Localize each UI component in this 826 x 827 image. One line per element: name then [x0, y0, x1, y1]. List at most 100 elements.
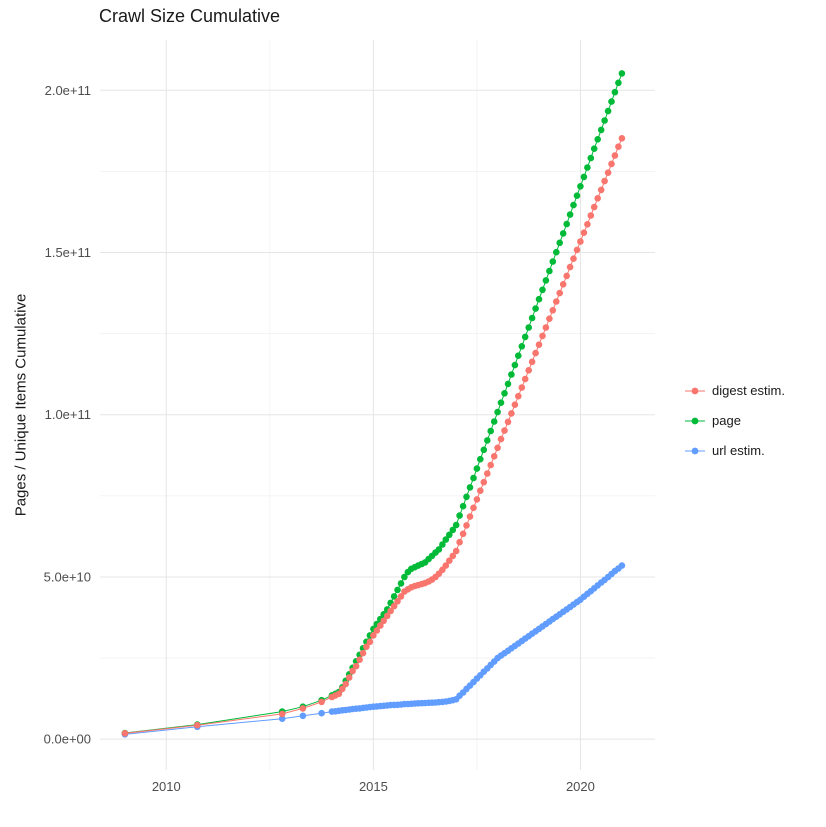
x-tick-label: 2015 — [359, 779, 388, 794]
legend-label: url estim. — [712, 443, 765, 458]
legend: digest estim. page url estim. — [684, 380, 785, 461]
data-point — [278, 710, 286, 718]
data-point — [477, 455, 484, 463]
data-point — [535, 295, 543, 303]
data-point — [604, 169, 612, 176]
minor-gridlines — [100, 40, 655, 770]
data-point — [559, 230, 567, 237]
data-point — [570, 201, 577, 209]
legend-key-dot-line-icon — [684, 442, 706, 460]
data-point — [349, 667, 356, 675]
data-point — [539, 286, 546, 294]
data-point — [339, 685, 346, 693]
y-tick-label: 1.0e+11 — [45, 407, 91, 422]
data-point — [318, 709, 325, 717]
data-point — [525, 324, 532, 331]
data-point — [278, 715, 286, 722]
data-point — [597, 126, 605, 134]
data-point — [504, 418, 512, 426]
data-point — [459, 530, 467, 538]
data-point — [456, 512, 463, 519]
legend-label: page — [712, 413, 741, 428]
data-point — [452, 521, 460, 529]
data-point — [556, 239, 563, 247]
data-point — [594, 195, 601, 202]
chart-title: Crawl Size Cumulative — [99, 6, 281, 26]
data-point — [515, 392, 522, 400]
data-point — [501, 427, 508, 434]
data-point — [121, 730, 129, 737]
data-point — [480, 478, 488, 486]
legend-entry-digest: digest estim. — [684, 380, 785, 401]
data-point — [373, 627, 381, 634]
data-point — [449, 526, 457, 534]
data-point — [477, 487, 484, 495]
data-point — [456, 538, 463, 546]
data-point — [490, 418, 498, 425]
data-point — [473, 465, 481, 472]
data-point — [584, 221, 591, 228]
data-point — [394, 598, 401, 605]
data-point — [494, 444, 501, 452]
data-point — [584, 164, 591, 171]
data-point — [470, 474, 477, 482]
data-point — [535, 341, 543, 349]
data-point — [549, 258, 557, 265]
data-point — [299, 705, 307, 712]
data-point — [556, 289, 563, 297]
x-tick-label: 2010 — [152, 779, 181, 794]
y-tick-label: 0.0e+00 — [44, 732, 91, 747]
series-url-estim- — [121, 562, 626, 738]
data-point — [608, 160, 615, 168]
data-point — [487, 427, 495, 435]
data-point — [390, 593, 398, 600]
data-point — [497, 399, 505, 407]
data-point — [580, 229, 588, 236]
data-point — [459, 502, 467, 510]
data-point — [466, 484, 474, 491]
data-point — [563, 220, 570, 228]
data-point — [397, 593, 405, 600]
legend-entry-url: url estim. — [684, 440, 785, 461]
data-point — [615, 143, 622, 150]
data-point — [473, 496, 481, 503]
data-point — [435, 546, 443, 553]
axis-tick-labels: 2010 2015 2020 0.0e+00 5.0e+10 1.0e+11 1.5e+11… — [44, 83, 595, 794]
data-point — [608, 98, 615, 105]
data-point — [194, 721, 201, 729]
data-point — [515, 352, 522, 360]
data-point — [618, 135, 626, 142]
data-point — [546, 267, 553, 275]
y-tick-label: 2.0e+11 — [45, 83, 91, 98]
data-point — [508, 371, 515, 378]
data-point — [518, 384, 526, 391]
data-point — [577, 238, 584, 245]
data-point — [580, 173, 588, 181]
data-point — [487, 461, 495, 469]
data-point — [401, 573, 408, 581]
x-tick-label: 2020 — [566, 779, 595, 794]
data-point — [397, 580, 405, 587]
data-point — [570, 255, 577, 262]
data-point — [394, 586, 401, 594]
data-point — [508, 410, 515, 417]
data-point — [597, 186, 605, 194]
data-point — [359, 649, 367, 657]
data-point — [299, 712, 307, 720]
data-point — [601, 177, 608, 185]
data-point — [511, 361, 519, 369]
data-point — [611, 152, 619, 159]
y-tick-label: 5.0e+10 — [44, 570, 91, 585]
data-point — [377, 622, 384, 629]
data-point — [387, 607, 394, 615]
data-point — [452, 547, 460, 555]
data-point — [532, 349, 539, 357]
data-point — [528, 314, 536, 322]
data-point — [380, 617, 388, 625]
data-point — [573, 246, 581, 254]
data-point — [542, 324, 550, 331]
data-point — [504, 380, 512, 388]
data-point — [470, 504, 477, 512]
data-point — [366, 638, 374, 646]
